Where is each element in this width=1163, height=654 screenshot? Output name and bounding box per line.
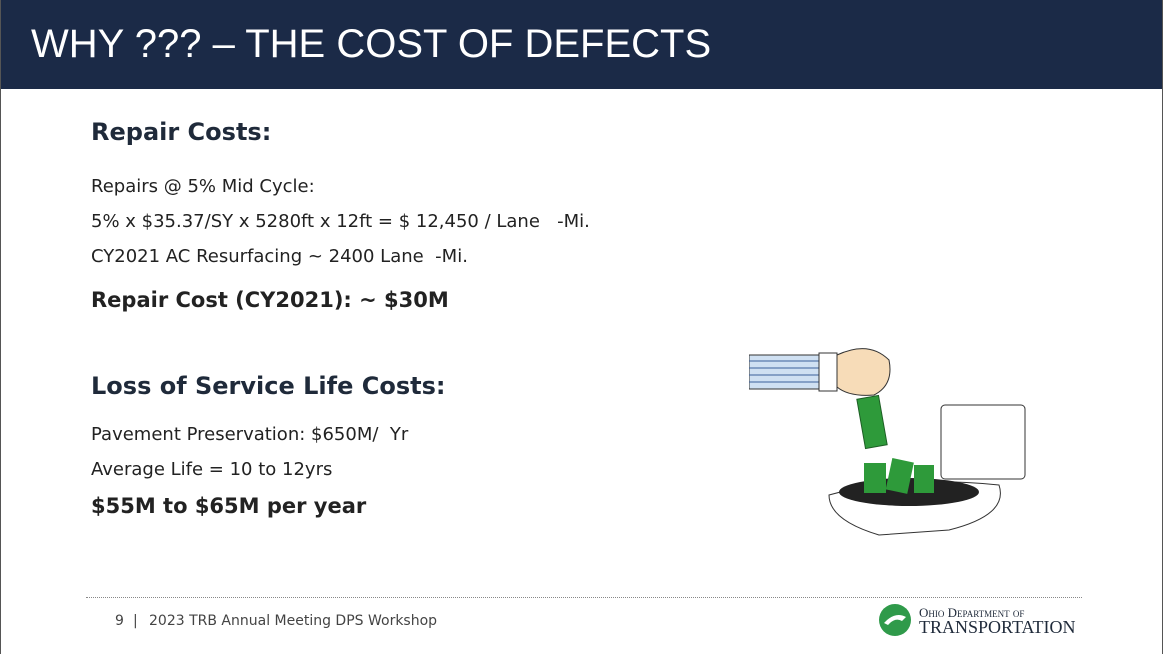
heading: Repair Costs: [91, 118, 272, 146]
page-number: 9 [115, 613, 124, 629]
emphasis: $55M to $65M per year [91, 494, 367, 518]
header: WHY ??? – THE COST OF DEFECTS [1, 0, 1162, 89]
line: Pavement Preservation: $650M/ Yr [91, 424, 409, 445]
logo-icon [879, 604, 911, 636]
footer-text: 2023 TRB Annual Meeting DPS Workshop [149, 613, 438, 629]
line: 5% x $35.37/SY x 5280ft x 12ft = $ 12,45… [91, 211, 590, 232]
separator: | [133, 613, 138, 629]
logo-line: Transportation [919, 617, 1076, 637]
illustration [749, 335, 1041, 540]
footer-rule [86, 597, 1082, 598]
title: WHY ??? – THE COST OF DEFECTS [31, 22, 712, 66]
line: CY2021 AC Resurfacing ~ 2400 Lane -Mi. [91, 246, 468, 267]
heading: Loss of Service Life Costs: [91, 372, 446, 400]
line: Repairs @ 5% Mid Cycle: [91, 176, 315, 197]
line: Average Life = 10 to 12yrs [91, 459, 333, 480]
emphasis: Repair Cost (CY2021): ~ $30M [91, 288, 449, 312]
logo-line: Ohio Department of [919, 605, 1025, 620]
